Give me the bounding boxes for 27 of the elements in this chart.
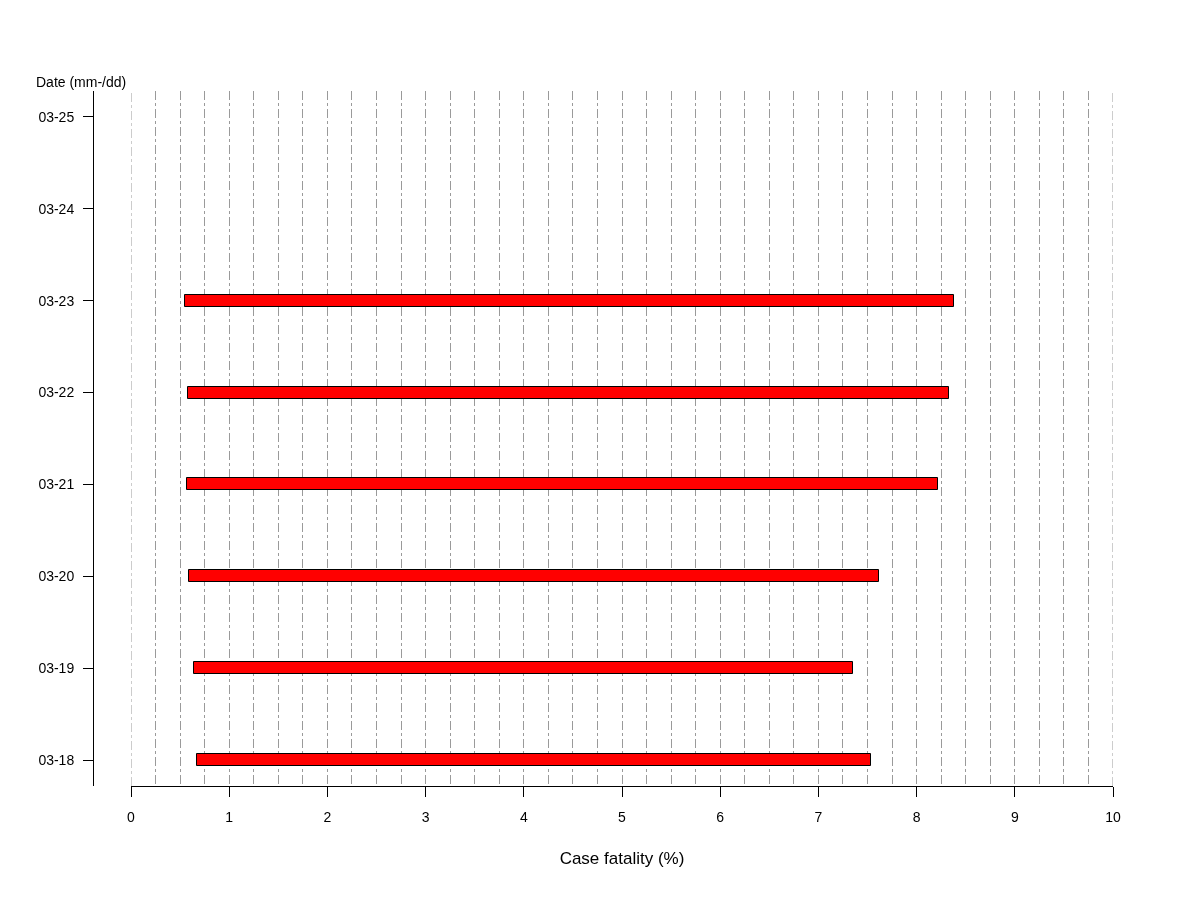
bar [184,294,954,307]
bar [196,753,871,766]
x-tick-label: 5 [618,808,627,825]
x-axis-title: Case fatality (%) [559,849,685,869]
y-tick-label: 03-24 [38,200,75,217]
x-tick-label: 8 [912,808,921,825]
bar [186,477,938,490]
x-tick-label: 3 [421,808,430,825]
x-tick-label: 7 [814,808,823,825]
y-tick-label: 03-25 [38,108,75,125]
y-axis-title: Date (mm-/dd) [36,74,127,90]
x-tick-label: 1 [225,808,234,825]
y-tick-label: 03-22 [38,384,75,401]
x-tick-label: 2 [323,808,332,825]
y-tick-label: 03-20 [38,568,75,585]
bar [187,386,949,399]
x-tick-label: 4 [519,808,528,825]
bar [188,569,879,582]
x-tick-label: 6 [716,808,725,825]
y-tick-label: 03-19 [38,660,75,677]
x-tick-label: 10 [1105,808,1121,825]
y-tick-label: 03-23 [38,292,75,309]
bar [193,661,853,674]
y-tick-label: 03-18 [38,752,75,769]
x-tick-label: 0 [127,808,136,825]
y-tick-label: 03-21 [38,476,75,493]
x-tick-label: 9 [1010,808,1019,825]
